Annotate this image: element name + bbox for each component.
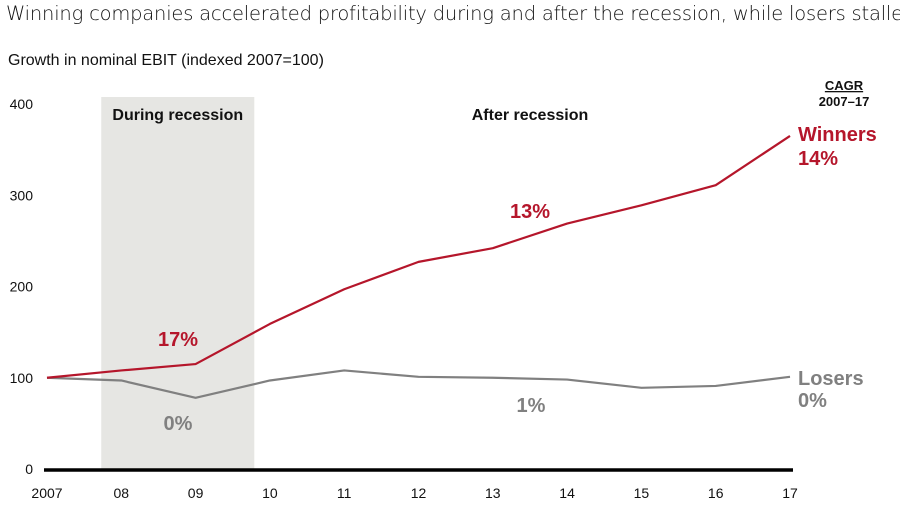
x-tick-label: 10 (262, 485, 278, 501)
x-tick-label: 12 (411, 485, 427, 501)
legend-losers-cagr: 0% (798, 390, 827, 412)
y-tick-label: 0 (25, 461, 33, 477)
annotation-losers-after: 1% (517, 395, 546, 417)
region-label-during: During recession (112, 107, 243, 124)
annotation-winners-after: 13% (510, 201, 550, 223)
cagr-header: CAGR (825, 78, 864, 93)
x-tick-label: 17 (782, 485, 798, 501)
annotation-winners-during: 17% (158, 329, 198, 351)
chart-subtitle: Growth in nominal EBIT (indexed 2007=100… (8, 52, 324, 69)
y-tick-label: 400 (10, 96, 34, 112)
y-tick-label: 100 (10, 370, 34, 386)
recession-band (101, 97, 255, 469)
x-tick-label: 13 (485, 485, 501, 501)
chart-title: Winning companies accelerated profitabil… (6, 2, 900, 25)
x-tick-label: 14 (559, 485, 575, 501)
x-tick-label: 16 (708, 485, 724, 501)
annotation-losers-during: 0% (164, 413, 193, 435)
x-tick-label: 15 (634, 485, 650, 501)
x-tick-label: 11 (337, 485, 352, 501)
y-tick-label: 200 (10, 279, 34, 295)
region-label-after: After recession (472, 107, 589, 124)
y-tick-label: 300 (10, 187, 34, 203)
legend-winners-cagr: 14% (798, 148, 838, 170)
x-tick-label: 08 (114, 485, 130, 501)
cagr-period: 2007–17 (819, 94, 870, 109)
x-tick-label: 2007 (31, 485, 62, 501)
legend-winners: Winners (798, 124, 877, 146)
x-tick-label: 09 (188, 485, 204, 501)
legend-losers: Losers (798, 368, 864, 390)
